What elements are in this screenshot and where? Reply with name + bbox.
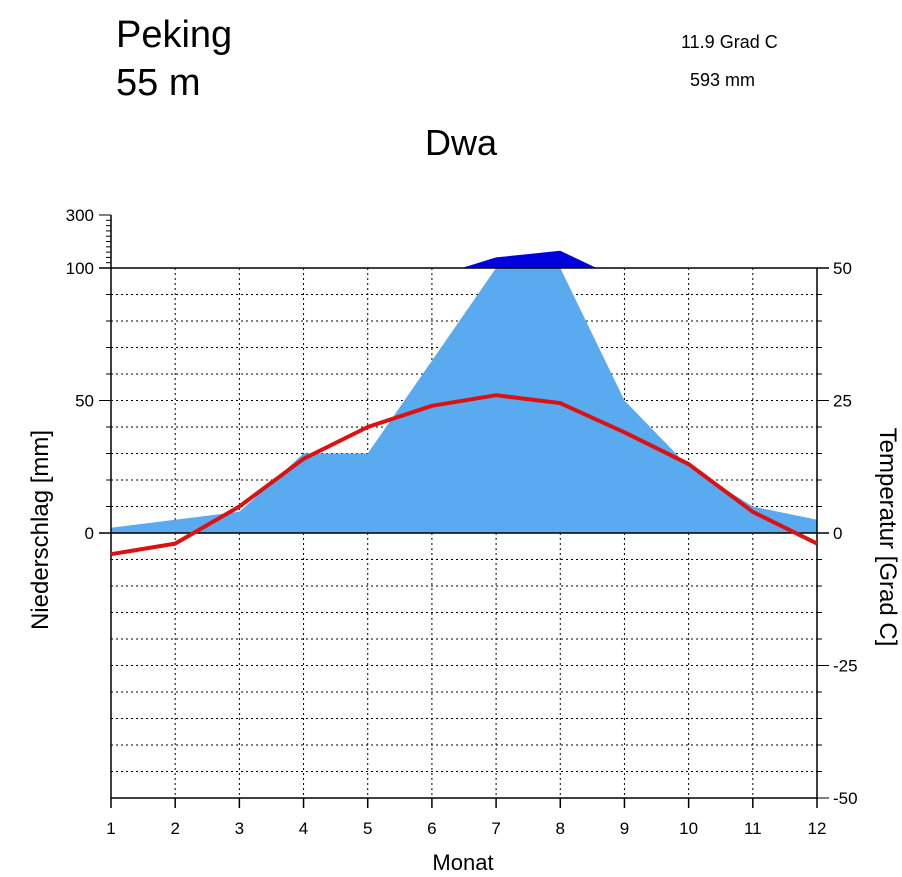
precipitation-excess-fill xyxy=(461,250,597,268)
y-tick-label-right: 0 xyxy=(833,524,842,543)
x-axis-label: Monat xyxy=(432,850,493,875)
y-tick-label-left: 300 xyxy=(66,206,94,225)
x-tick-label: 10 xyxy=(679,819,698,838)
x-tick-label: 6 xyxy=(427,819,436,838)
x-tick-label: 1 xyxy=(106,819,115,838)
x-tick-label: 12 xyxy=(808,819,827,838)
y-tick-label-right: 50 xyxy=(833,259,852,278)
annual-precipitation: 593 mm xyxy=(690,70,756,90)
y-tick-label-left: 0 xyxy=(85,524,94,543)
precipitation-area xyxy=(111,250,817,533)
temperature-line xyxy=(110,393,818,557)
temperature-polyline xyxy=(110,393,818,557)
x-tick-label: 11 xyxy=(744,819,762,838)
annual-temperature: 11.9 Grad C xyxy=(681,32,778,52)
x-tick-label: 8 xyxy=(556,819,565,838)
y-axis-label-right: Temperatur [Grad C] xyxy=(874,428,901,647)
x-tick-label: 3 xyxy=(235,819,244,838)
y-tick-label-left: 50 xyxy=(75,392,94,411)
chart-title: Dwa xyxy=(425,122,498,163)
x-tick-label: 5 xyxy=(363,819,372,838)
axis-labels: Monat Niederschlag [mm] Temperatur [Grad… xyxy=(27,428,901,875)
y-tick-label-left: 100 xyxy=(66,259,94,278)
y-tick-label-right: -50 xyxy=(833,789,858,808)
x-tick-label: 4 xyxy=(299,819,308,838)
station-elevation: 55 m xyxy=(116,62,201,104)
x-tick-label: 9 xyxy=(620,819,629,838)
station-name: Peking xyxy=(116,14,233,56)
y-axis-label-left: Niederschlag [mm] xyxy=(27,430,54,630)
y-tick-label-right: -25 xyxy=(833,657,858,676)
y-tick-label-right: 25 xyxy=(833,392,852,411)
x-tick-label: 2 xyxy=(170,819,179,838)
x-tick-label: 7 xyxy=(491,819,500,838)
